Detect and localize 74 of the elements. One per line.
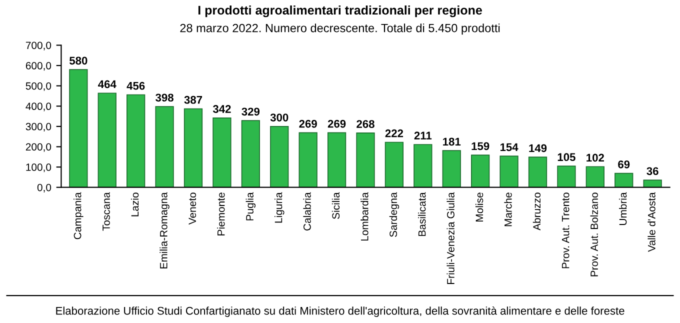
- data-label: 580: [70, 56, 88, 65]
- x-tick-label: Prov. Aut. Bolzano: [590, 192, 598, 276]
- data-label: 159: [472, 142, 490, 150]
- x-tick-label: Liguria: [274, 192, 284, 223]
- bar: [557, 166, 576, 188]
- x-tick-label: Umbria: [619, 192, 627, 225]
- bar: [327, 132, 346, 188]
- y-tick-label: 400,0: [26, 102, 52, 112]
- x-tick-label: Puglia: [246, 192, 256, 220]
- bar: [356, 132, 375, 188]
- bar: [212, 117, 232, 188]
- x-tick-label: Basilicata: [418, 192, 426, 236]
- bar: [69, 69, 88, 188]
- bar: [298, 132, 318, 188]
- data-label: 269: [299, 120, 317, 128]
- x-tick-label: Veneto: [188, 192, 196, 225]
- bar: [471, 154, 490, 188]
- bar: [155, 106, 174, 188]
- x-tick-label: Sardegna: [389, 192, 400, 237]
- y-tick-label: 200,0: [26, 143, 52, 152]
- bar: [442, 150, 461, 188]
- data-label: 342: [212, 105, 231, 113]
- data-label: 69: [618, 160, 630, 168]
- bar: [241, 120, 260, 188]
- data-label: 102: [586, 154, 604, 162]
- chart-subtitle: 28 marzo 2022. Numero decrescente. Totale di 5.450 prodotti: [180, 24, 500, 35]
- data-label: 398: [156, 94, 174, 102]
- bar: [414, 144, 432, 188]
- data-label: 36: [646, 167, 658, 176]
- y-tick-label: 700,0: [26, 42, 52, 50]
- x-tick-label: Calabria: [303, 192, 311, 230]
- y-tick-label: 300,0: [26, 122, 52, 132]
- data-label: 222: [385, 129, 404, 138]
- bar: [184, 108, 203, 188]
- bar: [384, 142, 404, 188]
- y-tick-label: 100,0: [26, 164, 52, 172]
- data-label: 268: [356, 120, 374, 128]
- y-tick-label: 500,0: [26, 82, 52, 91]
- data-label: 211: [414, 132, 432, 140]
- y-tick-label: 600,0: [26, 62, 52, 71]
- x-tick-label: Valle d'Aosta: [648, 192, 656, 252]
- y-tick-label: 0,0: [37, 184, 52, 192]
- bar: [643, 180, 662, 188]
- text: Elaborazione Ufficio Studi Confartigianato su dati Ministero dell'agricoltura, della sovranità alimentare e delle foreste: [56, 306, 624, 317]
- data-label: 105: [558, 153, 576, 162]
- data-label: 149: [529, 144, 547, 152]
- bar: [98, 92, 116, 188]
- x-tick-label: Abruzzo: [532, 192, 541, 230]
- x-tick-label: Friuli-Venezia Giulia: [446, 192, 454, 284]
- x-tick-label: Toscana: [102, 192, 110, 231]
- x-tick-label: Prov. Aut. Trento: [562, 192, 570, 268]
- data-label: 300: [270, 114, 288, 122]
- chart-title: I prodotti agroalimentari tradizionali per regione: [198, 5, 482, 18]
- bar: [126, 94, 146, 188]
- bar: [586, 166, 604, 188]
- x-tick-label: Campania: [74, 192, 84, 240]
- x-tick-label: Piemonte: [217, 192, 225, 236]
- bar: [614, 172, 634, 188]
- data-label: 181: [443, 138, 461, 146]
- x-tick-label: Molise: [475, 192, 484, 222]
- data-label: 464: [98, 80, 116, 88]
- bar: [528, 156, 548, 188]
- x-tick-label: Sicilia: [332, 192, 340, 219]
- x-tick-label: Lazio: [130, 192, 139, 216]
- bar: [270, 126, 289, 188]
- x-tick-label: Lombardia: [360, 192, 368, 241]
- x-tick-label: Marche: [504, 192, 512, 226]
- data-label: 154: [500, 143, 518, 152]
- bar: [500, 156, 518, 188]
- data-label: 329: [242, 108, 260, 116]
- x-tick-label: Emilia-Romagna: [160, 192, 170, 268]
- data-label: 456: [126, 82, 145, 90]
- data-label: 387: [184, 96, 202, 104]
- data-label: 269: [328, 120, 346, 128]
